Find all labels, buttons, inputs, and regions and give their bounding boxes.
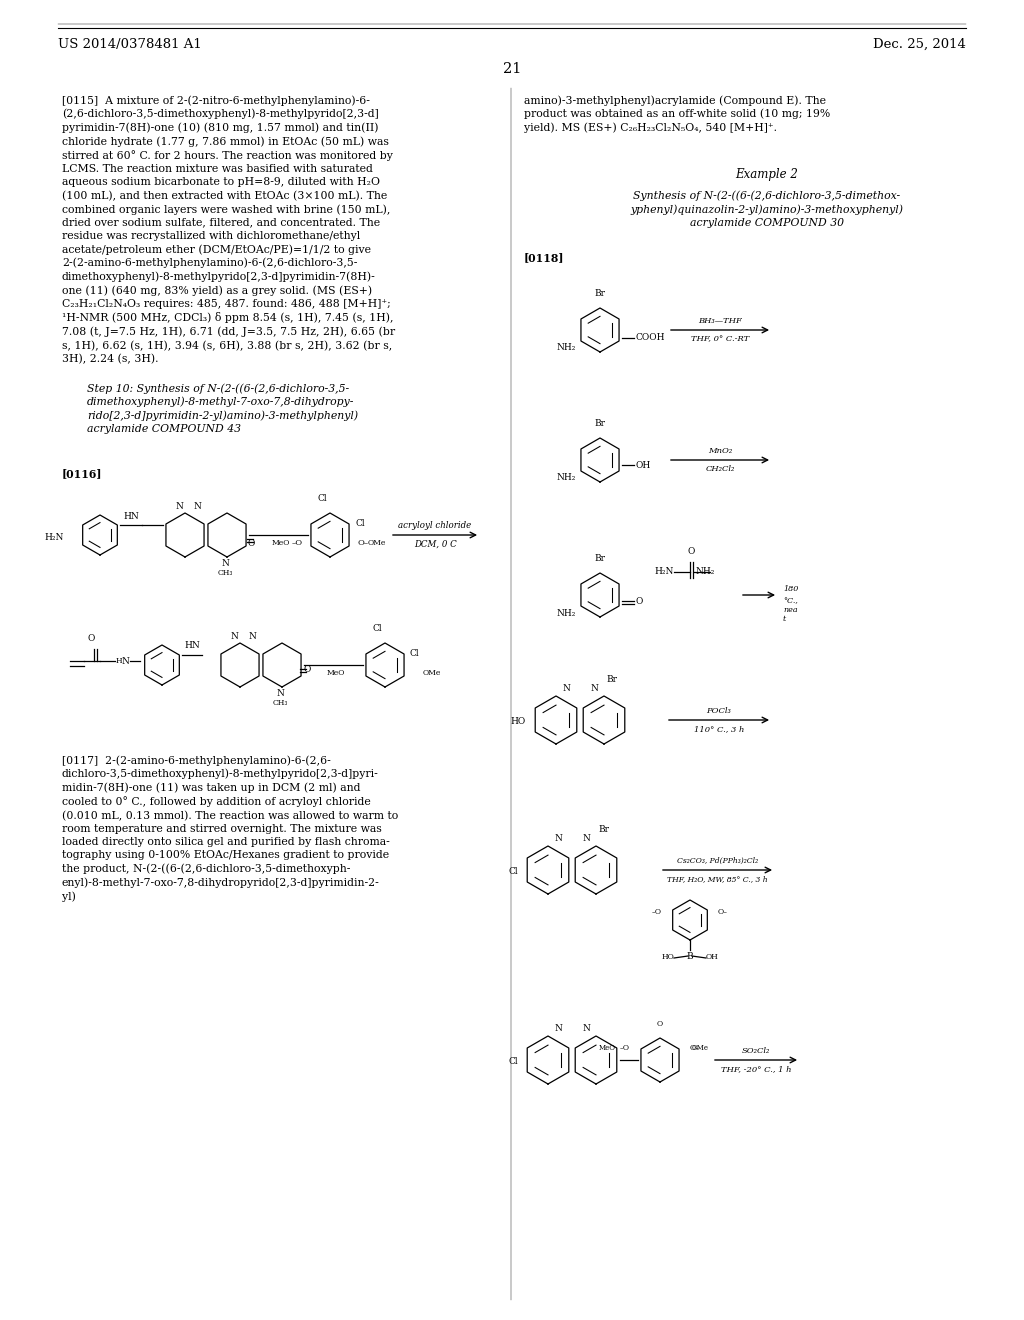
Text: MeO: MeO (599, 1044, 616, 1052)
Text: HO: HO (662, 953, 674, 961)
Text: CH₃: CH₃ (272, 700, 288, 708)
Text: Br: Br (595, 289, 605, 298)
Text: Cs₂CO₃, Pd(PPh₃)₂Cl₂: Cs₂CO₃, Pd(PPh₃)₂Cl₂ (677, 857, 758, 865)
Text: N: N (582, 834, 590, 843)
Text: N: N (122, 656, 130, 665)
Text: O–: O– (718, 908, 728, 916)
Text: Br: Br (595, 554, 605, 564)
Text: Cl: Cl (317, 494, 327, 503)
Text: O–: O– (690, 1044, 700, 1052)
Text: Cl: Cl (410, 648, 420, 657)
Text: NH₂: NH₂ (557, 609, 575, 618)
Text: Step 10: Synthesis of N-(2-((6-(2,6-dichloro-3,5-
dimethoxyphenyl)-8-methyl-7-ox: Step 10: Synthesis of N-(2-((6-(2,6-dich… (87, 383, 358, 434)
Text: O–: O– (358, 539, 369, 546)
Text: amino)-3-methylphenyl)acrylamide (Compound E). The
product was obtained as an of: amino)-3-methylphenyl)acrylamide (Compou… (524, 95, 830, 133)
Text: O: O (304, 665, 311, 675)
Text: nea: nea (783, 606, 798, 614)
Text: Cl: Cl (355, 519, 365, 528)
Text: THF, 0° C.-RT: THF, 0° C.-RT (691, 335, 750, 343)
Text: SO₂Cl₂: SO₂Cl₂ (741, 1047, 770, 1055)
Text: [0115]  A mixture of 2-(2-nitro-6-methylphenylamino)-6-
(2,6-dichloro-3,5-dimeth: [0115] A mixture of 2-(2-nitro-6-methylp… (62, 95, 395, 364)
Text: N: N (230, 632, 238, 642)
Text: OMe: OMe (423, 669, 441, 677)
Text: THF, H₂O, MW, 85° C., 3 h: THF, H₂O, MW, 85° C., 3 h (668, 875, 768, 883)
Text: MnO₂: MnO₂ (708, 447, 732, 455)
Text: N: N (582, 1024, 590, 1034)
Text: N: N (554, 1024, 562, 1034)
Text: US 2014/0378481 A1: US 2014/0378481 A1 (58, 38, 202, 51)
Text: –O: –O (620, 1044, 630, 1052)
Text: O: O (657, 1020, 664, 1028)
Text: –O: –O (292, 539, 303, 546)
Text: 180: 180 (783, 585, 799, 593)
Text: NH₂: NH₂ (557, 474, 575, 483)
Text: HO: HO (511, 718, 526, 726)
Text: Synthesis of N-(2-((6-(2,6-dichloro-3,5-dimethox-
yphenyl)quinazolin-2-yl)amino): Synthesis of N-(2-((6-(2,6-dichloro-3,5-… (631, 190, 903, 228)
Text: O: O (636, 597, 643, 606)
Text: N: N (248, 632, 256, 642)
Text: t: t (783, 615, 786, 623)
Text: Cl: Cl (508, 867, 518, 876)
Text: Example 2: Example 2 (735, 168, 799, 181)
Text: CH₂Cl₂: CH₂Cl₂ (706, 465, 734, 473)
Text: –O: –O (652, 908, 662, 916)
Text: OMe: OMe (692, 1044, 709, 1052)
Text: Br: Br (598, 825, 609, 834)
Text: [0118]: [0118] (524, 252, 564, 263)
Text: Dec. 25, 2014: Dec. 25, 2014 (873, 38, 966, 51)
Text: °C.,: °C., (783, 597, 798, 605)
Text: N: N (276, 689, 284, 698)
Text: Br: Br (606, 675, 617, 684)
Text: Cl: Cl (508, 1057, 518, 1067)
Text: NH₂: NH₂ (695, 568, 715, 577)
Text: BH₃—THF: BH₃—THF (698, 317, 741, 325)
Text: N: N (590, 684, 598, 693)
Text: HN: HN (123, 512, 139, 521)
Text: N: N (175, 502, 183, 511)
Text: MeO: MeO (327, 669, 345, 677)
Text: OH: OH (635, 461, 650, 470)
Text: OMe: OMe (368, 539, 386, 546)
Text: MeO: MeO (271, 539, 290, 546)
Text: H₂N: H₂N (45, 533, 63, 543)
Text: O: O (247, 539, 254, 548)
Text: [0117]  2-(2-amino-6-methylphenylamino)-6-(2,6-
dichloro-3,5-dimethoxyphenyl)-8-: [0117] 2-(2-amino-6-methylphenylamino)-6… (62, 755, 398, 902)
Text: COOH: COOH (635, 334, 665, 342)
Text: 21: 21 (503, 62, 521, 77)
Text: acryloyl chloride: acryloyl chloride (398, 521, 472, 531)
Text: OH: OH (706, 953, 719, 961)
Text: 110° C., 3 h: 110° C., 3 h (694, 725, 744, 733)
Text: H: H (116, 657, 123, 665)
Text: O: O (687, 546, 694, 556)
Text: DCM, 0 C: DCM, 0 C (414, 540, 457, 549)
Text: THF, -20° C., 1 h: THF, -20° C., 1 h (721, 1065, 792, 1073)
Text: Cl: Cl (372, 624, 382, 634)
Text: O: O (87, 634, 94, 643)
Text: POCl₃: POCl₃ (707, 708, 731, 715)
Text: N: N (554, 834, 562, 843)
Text: CH₃: CH₃ (217, 569, 232, 577)
Text: Br: Br (595, 418, 605, 428)
Text: N: N (562, 684, 570, 693)
Text: [0116]: [0116] (62, 469, 102, 479)
Text: H₂N: H₂N (654, 568, 674, 577)
Text: HN: HN (184, 642, 200, 649)
Text: N: N (221, 558, 229, 568)
Text: NH₂: NH₂ (557, 343, 575, 352)
Text: B: B (687, 952, 693, 961)
Text: N: N (194, 502, 201, 511)
